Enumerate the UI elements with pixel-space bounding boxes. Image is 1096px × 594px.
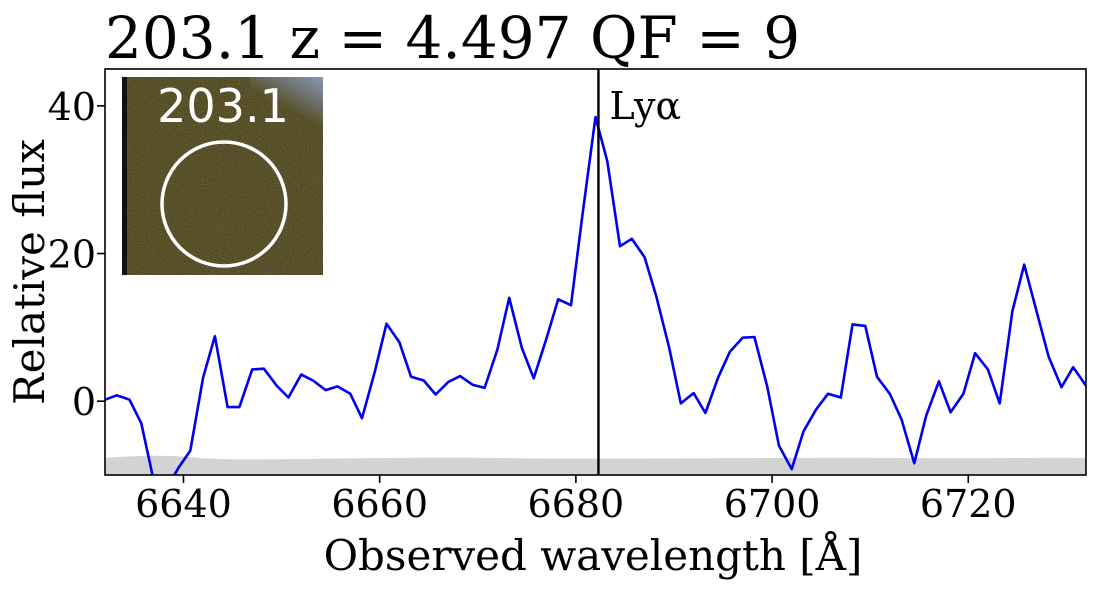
aperture-circle [160, 140, 288, 268]
inset-image: 203.1 [122, 77, 323, 275]
x-tick-label: 6660 [331, 482, 428, 526]
x-tick-label: 6720 [920, 482, 1017, 526]
noise-band-area [105, 455, 1086, 475]
noise-band [105, 455, 1086, 475]
plot-frame [104, 68, 1087, 476]
lya-marker-label: Lyα [609, 84, 681, 128]
x-axis-label: Observed wavelength [Å] [324, 530, 863, 580]
chart-title: 203.1 z = 4.497 QF = 9 [105, 4, 800, 72]
x-tick-label: 6680 [528, 482, 625, 526]
y-tick-label: 40 [48, 85, 96, 129]
x-tick-label: 6640 [135, 482, 232, 526]
y-tick-label: 20 [48, 233, 96, 277]
x-tick-label: 6700 [724, 482, 821, 526]
y-tick-label: 0 [72, 380, 96, 424]
y-axis-label: Relative flux [5, 139, 54, 405]
inset-label: 203.1 [157, 79, 289, 133]
